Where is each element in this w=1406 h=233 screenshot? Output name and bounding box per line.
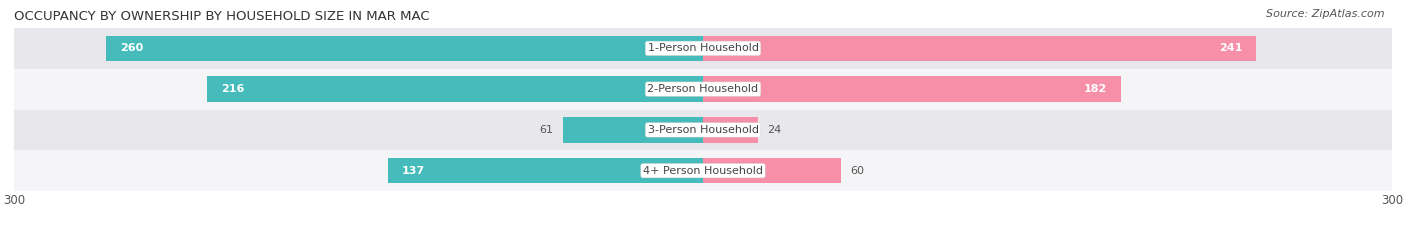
Bar: [14, 110, 1392, 150]
Bar: [703, 36, 1257, 61]
Text: Source: ZipAtlas.com: Source: ZipAtlas.com: [1267, 9, 1385, 19]
Text: 60: 60: [851, 166, 863, 176]
Bar: [105, 36, 703, 61]
Bar: [14, 69, 1392, 110]
Text: 61: 61: [540, 125, 554, 135]
Bar: [388, 158, 703, 183]
Bar: [562, 117, 703, 143]
Text: 1-Person Household: 1-Person Household: [648, 43, 758, 53]
Text: 241: 241: [1219, 43, 1243, 53]
Bar: [207, 76, 703, 102]
Text: OCCUPANCY BY OWNERSHIP BY HOUSEHOLD SIZE IN MAR MAC: OCCUPANCY BY OWNERSHIP BY HOUSEHOLD SIZE…: [14, 10, 430, 23]
Text: 2-Person Household: 2-Person Household: [647, 84, 759, 94]
Bar: [703, 76, 1121, 102]
Bar: [14, 28, 1392, 69]
Text: 137: 137: [402, 166, 425, 176]
Bar: [703, 117, 758, 143]
Text: 24: 24: [768, 125, 782, 135]
Bar: [703, 158, 841, 183]
Text: 4+ Person Household: 4+ Person Household: [643, 166, 763, 176]
Text: 182: 182: [1084, 84, 1107, 94]
Bar: [14, 150, 1392, 191]
Text: 3-Person Household: 3-Person Household: [648, 125, 758, 135]
Text: 216: 216: [221, 84, 245, 94]
Text: 260: 260: [120, 43, 143, 53]
